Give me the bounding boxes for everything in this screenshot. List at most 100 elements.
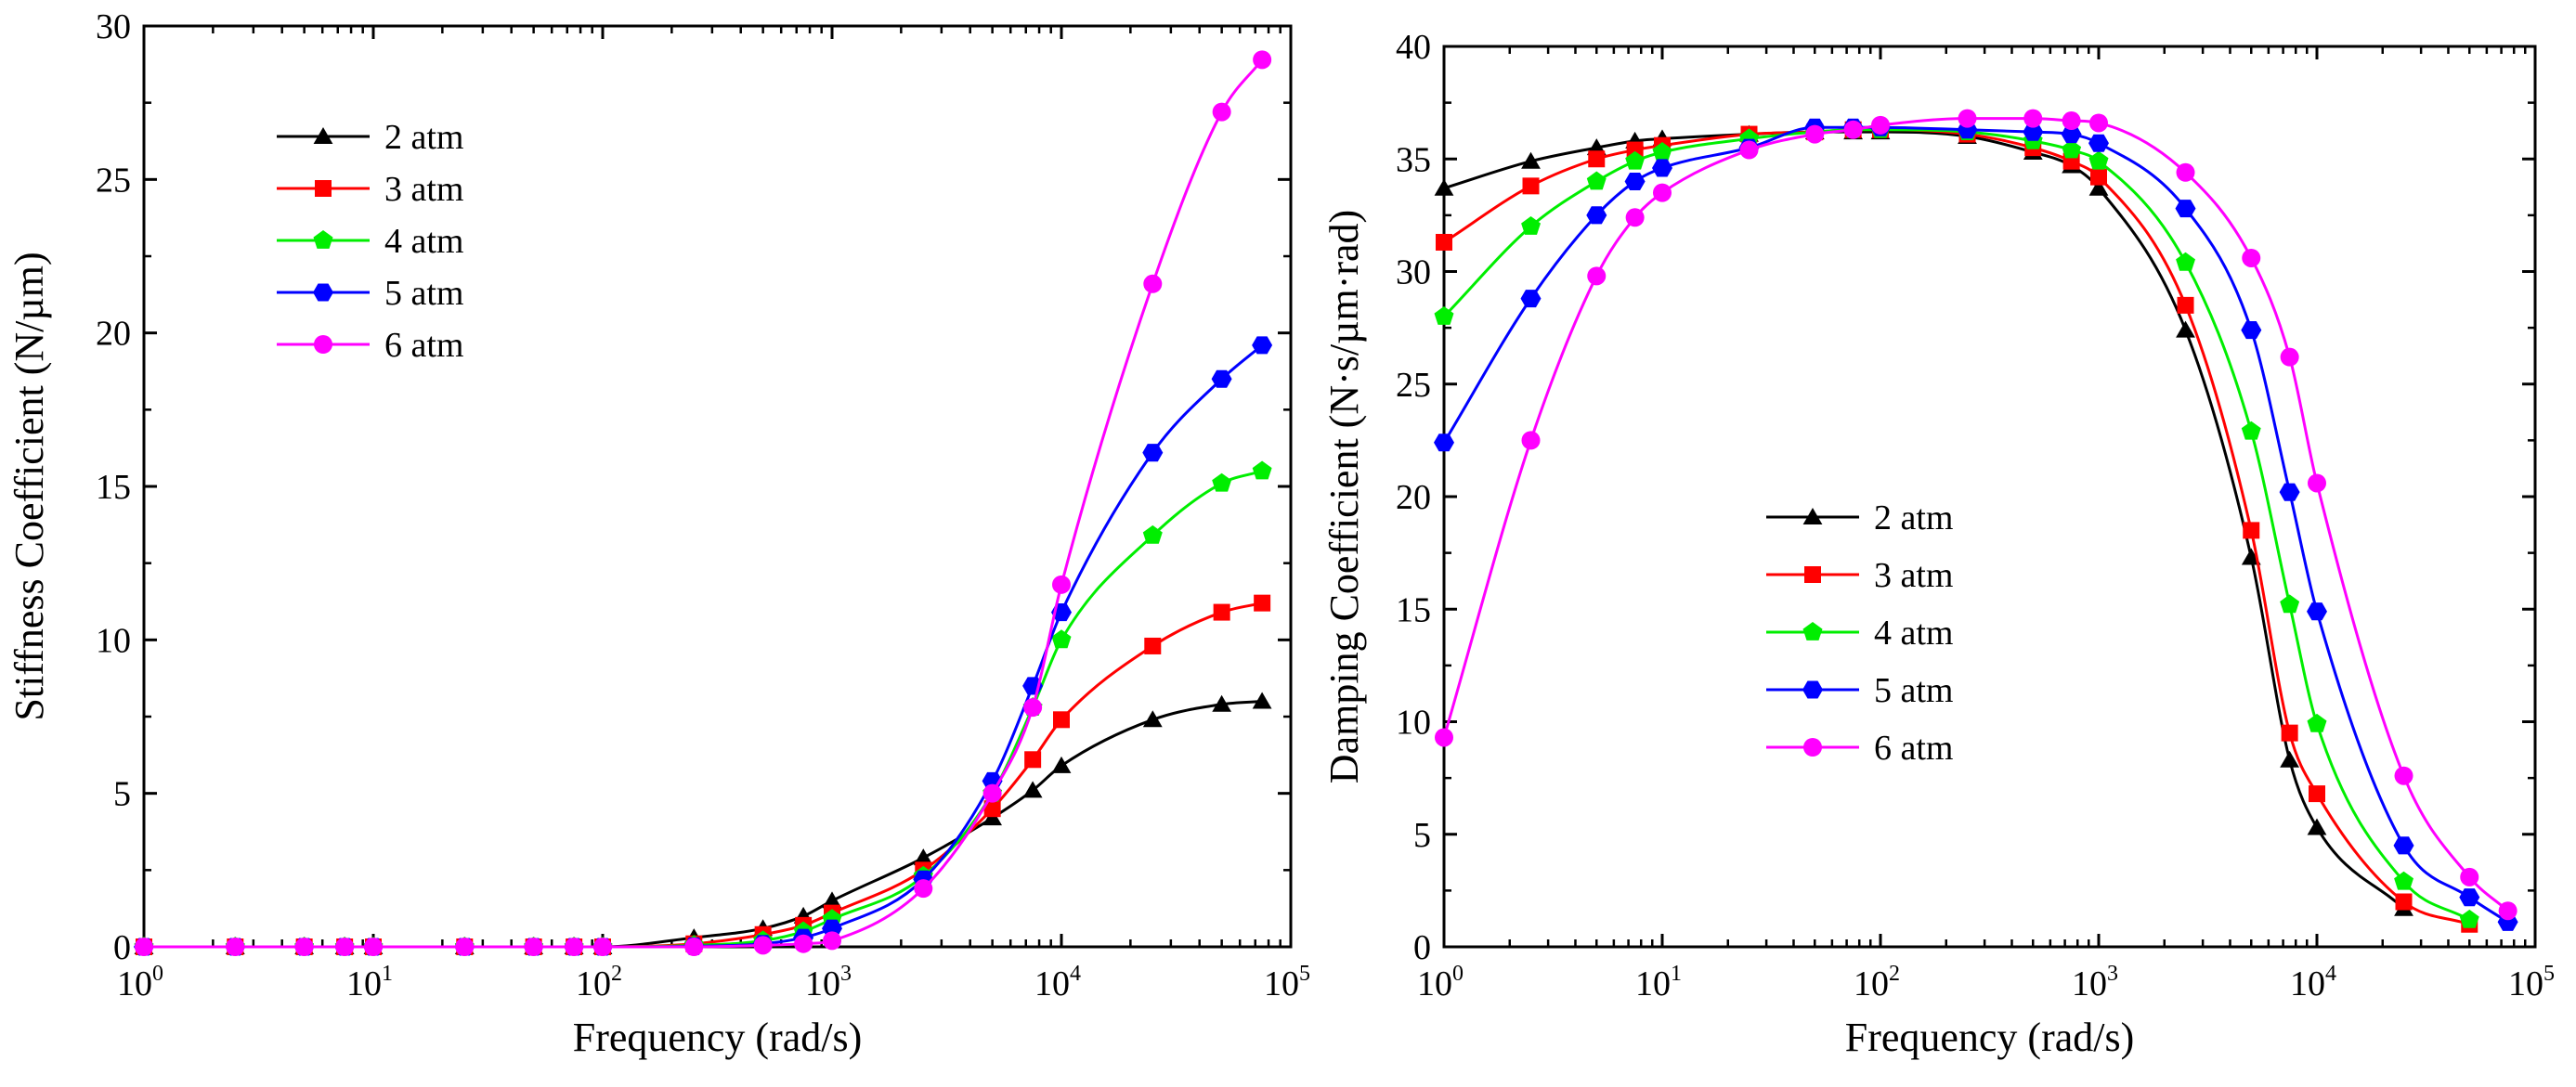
data-point	[1252, 692, 1272, 709]
data-point	[982, 783, 1002, 803]
legend-marker	[1802, 622, 1823, 641]
series-5-atm	[134, 336, 1273, 956]
data-point	[2307, 713, 2327, 732]
series-line	[1443, 128, 2470, 926]
y-tick-label: 0	[1413, 928, 1431, 967]
legend-item: 6 atm	[277, 326, 463, 365]
legend-marker	[1804, 566, 1821, 583]
data-point	[1652, 142, 1672, 161]
legend-item: 3 atm	[277, 170, 463, 209]
legend-marker	[314, 335, 332, 354]
data-point	[1436, 233, 1452, 251]
legend-label: 4 atm	[1874, 614, 1953, 653]
data-point	[823, 931, 841, 951]
x-tick-label: 100	[117, 962, 163, 1003]
data-point	[2307, 818, 2327, 835]
data-point	[2088, 134, 2109, 152]
plot-frame	[142, 24, 1293, 949]
legend-label: 6 atm	[384, 326, 463, 365]
data-point	[2281, 724, 2298, 742]
series-line	[144, 602, 1263, 949]
data-point	[524, 938, 543, 956]
data-point	[1053, 711, 1070, 729]
series-line	[144, 343, 1264, 949]
legend-marker	[1802, 680, 1823, 699]
data-point	[2280, 347, 2299, 367]
damping-chart: 0 5 10 15 20 25 30 35 40 100 101 102 103 104 105 Freque…	[1321, 28, 2555, 1060]
data-point	[2089, 113, 2108, 133]
data-point	[226, 938, 245, 956]
data-point	[1958, 109, 1977, 128]
y-tick-label: 30	[96, 7, 131, 46]
data-point	[2175, 200, 2196, 218]
legend-item: 4 atm	[277, 222, 463, 261]
legend-marker	[1802, 508, 1823, 524]
legend-item: 2 atm	[1766, 498, 1953, 537]
x-tick-label: 104	[2290, 962, 2336, 1003]
data-point	[1051, 756, 1072, 773]
legend-label: 5 atm	[1874, 671, 1953, 710]
data-point	[1142, 444, 1164, 462]
y-tick-label: 15	[96, 468, 131, 507]
data-point	[1023, 698, 1043, 718]
data-point	[753, 936, 773, 955]
data-point	[1587, 266, 1607, 286]
data-point	[2395, 893, 2413, 911]
data-point	[2459, 909, 2479, 928]
y-tick-label: 20	[96, 315, 131, 354]
data-point	[1212, 694, 1231, 712]
data-point	[593, 938, 612, 956]
data-point	[135, 938, 153, 956]
series-5-atm	[1434, 118, 2518, 931]
stiffness-chart: 0 5 10 15 20 25 30 100 101 102 103 104 105 Frequency …	[7, 7, 1310, 1060]
data-point	[1142, 710, 1163, 728]
y-tick-label: 30	[1396, 253, 1431, 292]
data-point	[1143, 274, 1163, 293]
series-line	[1442, 117, 2509, 912]
data-point	[2498, 901, 2517, 921]
series-4-atm	[1434, 119, 2479, 928]
data-point	[1625, 150, 1646, 170]
x-tick-label: 101	[346, 962, 393, 1003]
data-point	[1434, 434, 1454, 452]
data-point	[1652, 159, 1672, 177]
data-point	[1252, 336, 1273, 355]
data-point	[1588, 150, 1606, 168]
legend-item: 5 atm	[1766, 671, 1953, 710]
data-point	[794, 934, 813, 953]
data-point	[1435, 728, 1453, 747]
legend-label: 3 atm	[384, 170, 463, 209]
data-point	[1024, 751, 1042, 769]
series-2-atm	[134, 692, 1272, 954]
data-point	[2088, 150, 2109, 170]
data-point	[1624, 173, 1646, 190]
data-point	[1254, 594, 1271, 612]
data-point	[1051, 629, 1072, 649]
y-tick-label: 25	[96, 161, 131, 200]
x-tick-label: 104	[1034, 962, 1081, 1003]
data-point	[1521, 216, 1541, 235]
y-axis-title: Damping Coefficient (N·s/µm·rad)	[1321, 210, 1367, 783]
data-point	[2394, 766, 2413, 785]
legend: 2 atm 3 atm 4 atm 5 atm 6 atm	[1766, 498, 1953, 768]
series-6-atm	[1435, 109, 2517, 921]
data-point	[1522, 177, 1540, 195]
x-tick-label: 102	[1854, 962, 1900, 1003]
x-tick-label: 103	[805, 962, 852, 1003]
data-point	[565, 938, 584, 956]
data-point	[1653, 183, 1672, 202]
x-tick-label: 102	[576, 962, 622, 1003]
y-tick-label: 10	[96, 621, 131, 660]
data-point	[1212, 102, 1231, 122]
legend-label: 5 atm	[384, 274, 463, 313]
legend-label: 6 atm	[1874, 729, 1953, 768]
legend: 2 atm 3 atm 4 atm 5 atm 6 atm	[277, 118, 463, 365]
data-point	[1144, 637, 1162, 654]
legend-label: 4 atm	[384, 222, 463, 261]
data-point	[294, 938, 314, 956]
series-3-atm	[136, 594, 1271, 955]
data-point	[1625, 208, 1645, 227]
data-point	[2394, 871, 2413, 890]
data-point	[1586, 206, 1607, 225]
